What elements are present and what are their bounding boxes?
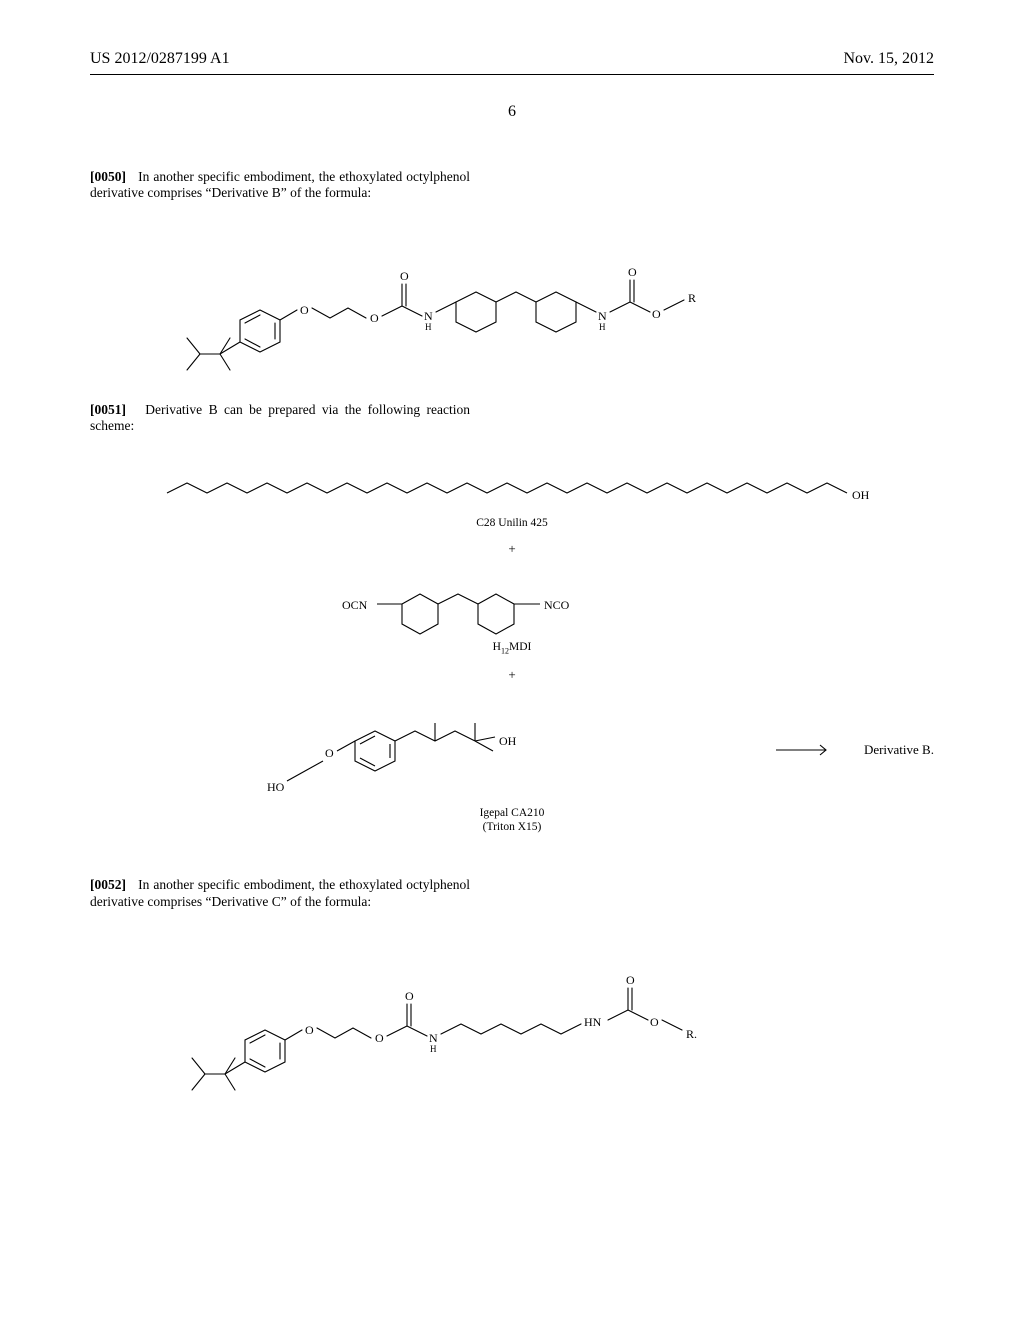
svg-text:O: O (300, 303, 309, 317)
svg-text:O: O (650, 1015, 659, 1029)
unilin-chain: OH (112, 465, 912, 515)
h12mdi-structure: OCN NCO (292, 569, 732, 639)
svg-text:HN: HN (584, 1015, 602, 1029)
igepal-label-1: Igepal CA210 (90, 807, 934, 819)
publication-number: US 2012/0287199 A1 (90, 50, 230, 68)
svg-text:R.: R. (686, 1027, 697, 1041)
plus-1: + (90, 541, 934, 557)
svg-text:R: R (688, 291, 696, 305)
page-number: 6 (90, 103, 934, 121)
para-num-0052: [0052] (90, 877, 126, 892)
para-text-0051: Derivative B can be prepared via the fol… (90, 402, 470, 433)
svg-text:O: O (325, 746, 334, 760)
para-num-0050: [0050] (90, 169, 126, 184)
svg-text:O: O (652, 307, 661, 321)
svg-text:O: O (305, 1023, 314, 1037)
svg-text:N: N (424, 309, 433, 323)
paragraph-0051: [0051] Derivative B can be prepared via … (90, 402, 470, 435)
svg-text:O: O (370, 311, 379, 325)
header-rule (90, 74, 934, 75)
svg-text:H: H (425, 322, 432, 332)
para-text-0052: In another specific embodiment, the etho… (90, 877, 470, 908)
para-num-0051: [0051] (90, 402, 126, 417)
svg-text:O: O (626, 973, 635, 987)
derivative-b-structure: O O O N H N H O O R (112, 202, 912, 382)
derivative-b-product-label: Derivative B. (864, 742, 934, 758)
svg-text:O: O (628, 265, 637, 279)
svg-text:O: O (375, 1031, 384, 1045)
svg-text:NCO: NCO (544, 598, 570, 612)
igepal-label-2: (Triton X15) (90, 821, 934, 833)
plus-2: + (90, 667, 934, 683)
svg-text:N: N (598, 309, 607, 323)
igepal-structure: HO O OH (237, 695, 597, 805)
oh-label: OH (852, 488, 870, 502)
svg-text:H: H (430, 1044, 437, 1054)
publication-date: Nov. 15, 2012 (843, 50, 934, 68)
svg-text:OCN: OCN (342, 598, 368, 612)
para-text-0050: In another specific embodiment, the etho… (90, 169, 470, 200)
page-header: US 2012/0287199 A1 Nov. 15, 2012 (90, 50, 934, 68)
h12mdi-label: H12MDI (90, 641, 934, 655)
svg-text:O: O (400, 269, 409, 283)
derivative-c-structure: O O O N H HN O O R. (132, 930, 892, 1100)
svg-text:O: O (405, 989, 414, 1003)
svg-text:HO: HO (267, 780, 285, 794)
svg-text:H: H (599, 322, 606, 332)
reaction-scheme-b: OH C28 Unilin 425 + OCN NCO H12MDI + HO … (90, 465, 934, 833)
paragraph-0050: [0050] In another specific embodiment, t… (90, 169, 470, 202)
unilin-label: C28 Unilin 425 (90, 517, 934, 529)
svg-text:OH: OH (499, 734, 517, 748)
reaction-arrow-icon (774, 740, 834, 760)
svg-text:N: N (429, 1031, 438, 1045)
paragraph-0052: [0052] In another specific embodiment, t… (90, 877, 470, 910)
